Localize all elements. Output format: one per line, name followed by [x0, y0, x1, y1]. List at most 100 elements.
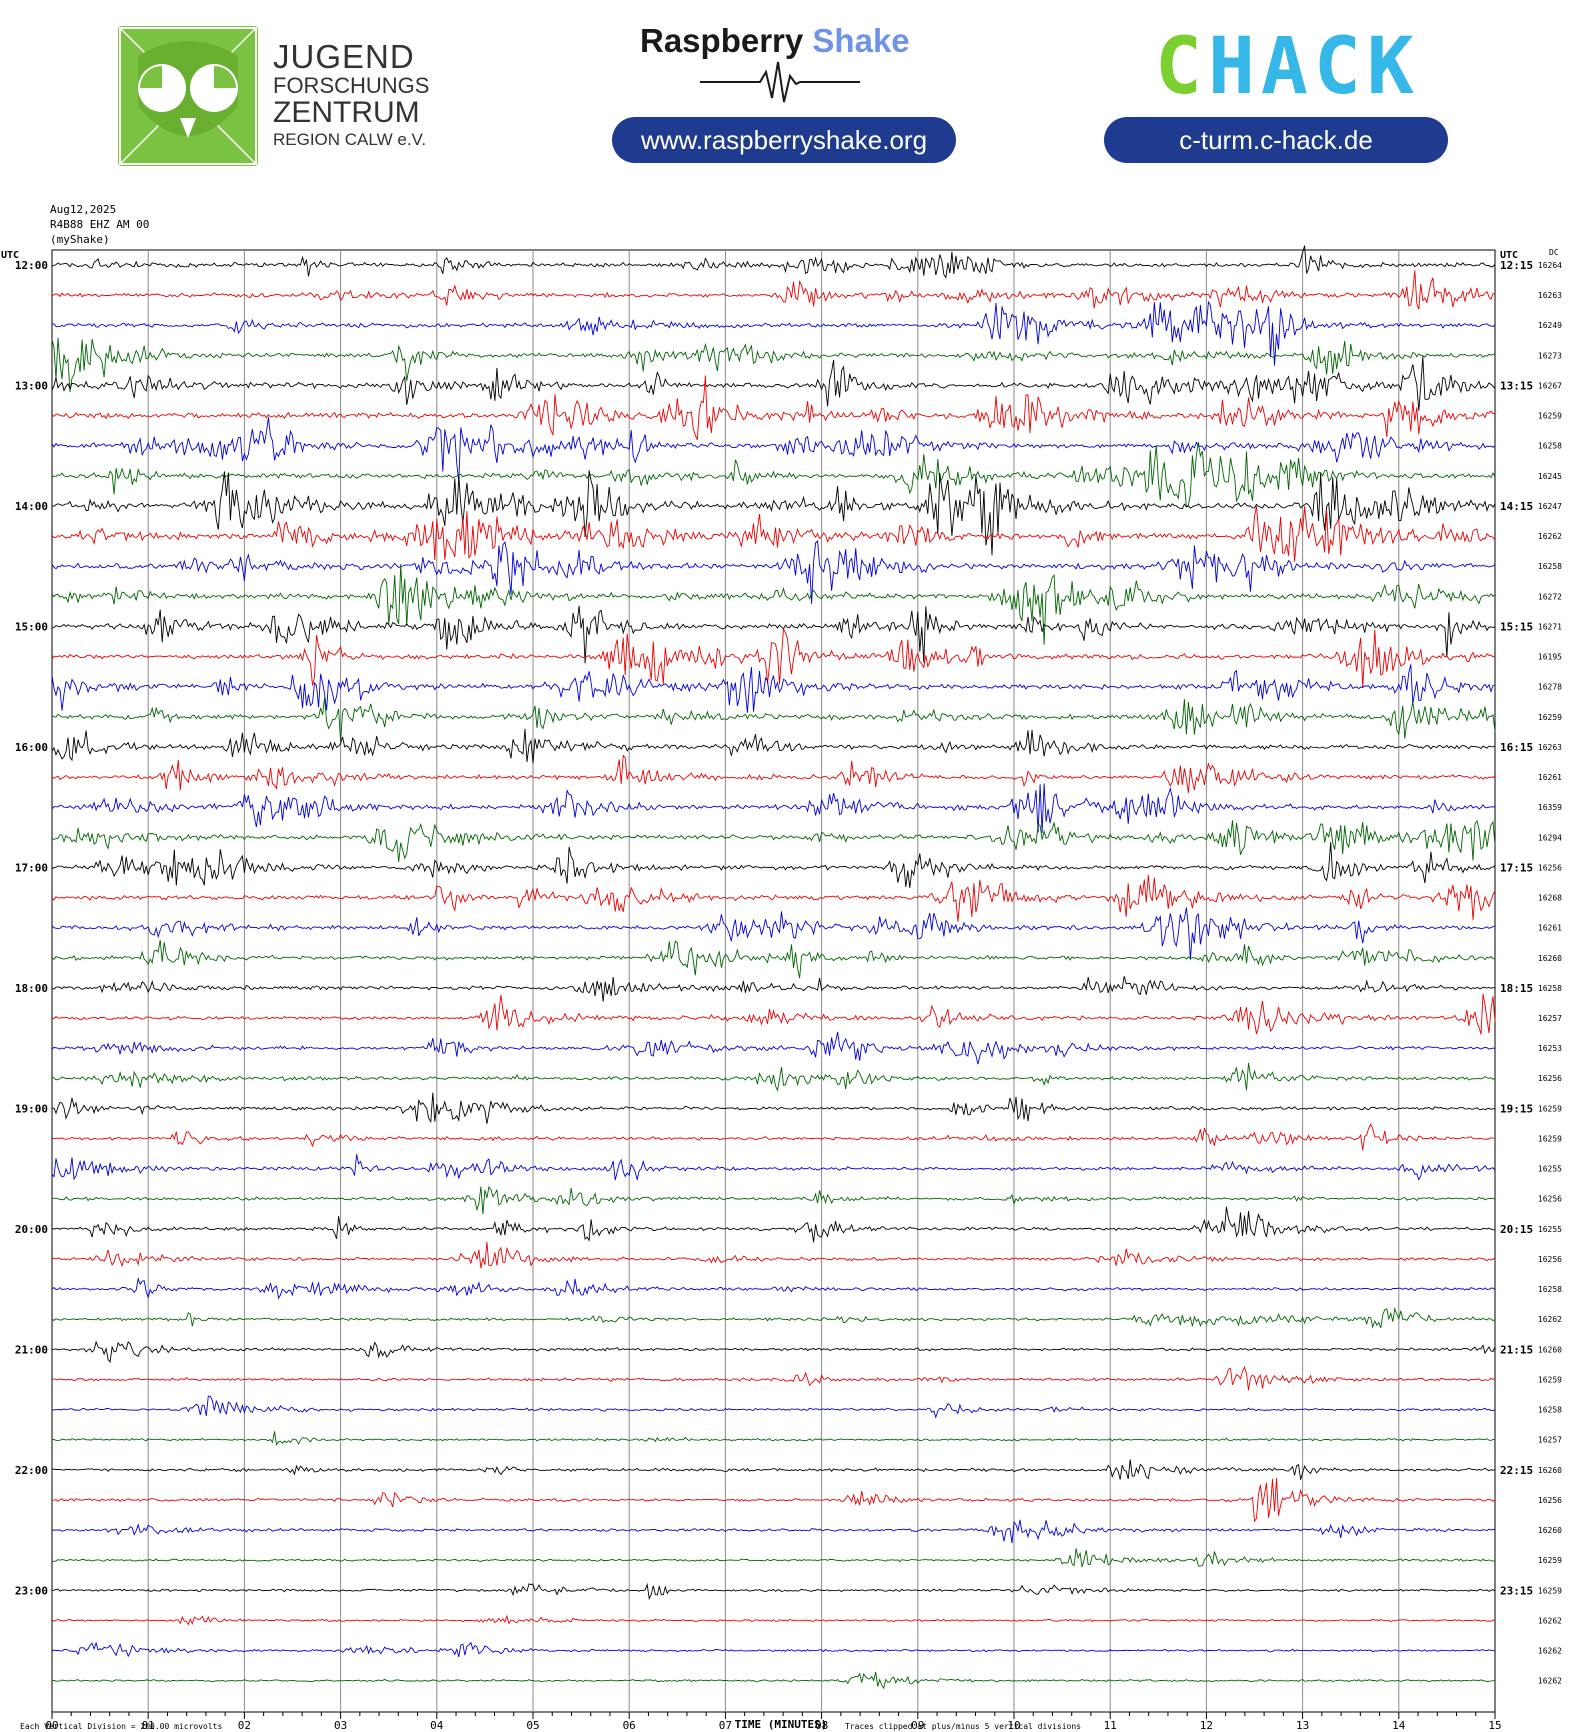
seismic-trace — [51, 1276, 1496, 1300]
grid-layer — [51, 249, 1496, 1719]
x-axis-title: TIME (MINUTES) — [735, 1718, 828, 1731]
x-tick-label: 09 — [911, 1719, 924, 1732]
left-time-label: 20:00 — [15, 1223, 48, 1236]
x-tick-label: 12 — [1200, 1719, 1213, 1732]
right-time-label: 14:15 — [1500, 500, 1533, 513]
trace-layer — [51, 245, 1496, 1690]
right-time-label: 12:15 — [1500, 259, 1533, 272]
seismic-trace — [51, 664, 1496, 713]
seismic-trace — [51, 540, 1496, 604]
seismic-trace — [51, 940, 1496, 979]
seismic-trace — [51, 1431, 1496, 1446]
left-time-label: 14:00 — [15, 500, 48, 513]
seismic-trace — [51, 1241, 1496, 1269]
seismic-trace — [51, 1519, 1496, 1544]
dc-offset-label: 16260 — [1538, 1345, 1562, 1354]
dc-offset-label: 16258 — [1538, 1406, 1562, 1415]
seismic-trace — [51, 627, 1496, 689]
seismic-trace — [51, 605, 1496, 664]
dc-offset-label: 16263 — [1538, 291, 1562, 300]
dc-offset-label: 16260 — [1538, 954, 1562, 963]
seismic-trace — [51, 1062, 1496, 1092]
dc-header-label: DC — [1549, 248, 1559, 257]
seismic-trace — [51, 697, 1496, 742]
seismic-trace — [51, 356, 1496, 411]
dc-offset-label: 16258 — [1538, 1285, 1562, 1294]
dc-offset-label: 16259 — [1538, 1586, 1562, 1595]
x-tick-label: 02 — [238, 1719, 251, 1732]
seismic-trace — [51, 1206, 1496, 1243]
x-tick-label: 08 — [815, 1719, 828, 1732]
seismic-trace — [52, 1478, 1496, 1523]
dc-offset-label: 16256 — [1538, 1496, 1562, 1505]
chack-url-pill[interactable]: c-turm.c-hack.de — [1104, 117, 1448, 163]
dc-offset-label: 16294 — [1538, 833, 1562, 842]
label-layer: 00 01 02 03 04 05 06 07 08 09 10 11 12 13 14 15 16264 12:… — [1, 203, 1562, 1732]
right-utc-label: UTC — [1500, 250, 1518, 261]
x-tick-label: 03 — [334, 1719, 347, 1732]
seismic-trace — [51, 470, 1496, 556]
seismic-trace — [51, 976, 1496, 1002]
left-time-label: 13:00 — [15, 379, 48, 392]
left-time-label: 22:00 — [15, 1464, 48, 1477]
seismic-trace — [51, 1641, 1496, 1658]
right-time-label: 19:15 — [1500, 1102, 1533, 1115]
dc-offset-label: 16253 — [1538, 1044, 1562, 1053]
seismic-trace — [51, 754, 1496, 793]
left-time-label: 23:00 — [15, 1584, 48, 1597]
left-utc-label: UTC — [1, 250, 19, 261]
dc-offset-label: 16255 — [1538, 1165, 1562, 1174]
seismic-trace — [51, 1092, 1496, 1124]
dc-offset-label: 16259 — [1538, 1134, 1562, 1143]
seismic-trace — [51, 1582, 1496, 1601]
dc-offset-label: 16245 — [1538, 472, 1562, 481]
seismic-trace — [51, 1154, 1496, 1181]
dc-offset-label: 16249 — [1538, 321, 1562, 330]
dc-offset-label: 16259 — [1538, 1556, 1562, 1565]
left-time-label: 19:00 — [15, 1102, 48, 1115]
dc-offset-label: 16262 — [1538, 1616, 1562, 1625]
seismic-trace — [51, 1340, 1496, 1363]
owl-logo-icon — [118, 26, 258, 166]
org-line-1: JUGEND — [273, 38, 415, 75]
seismic-trace — [51, 442, 1496, 509]
left-time-label: 17:00 — [15, 861, 48, 874]
dc-offset-label: 16258 — [1538, 442, 1562, 451]
dc-offset-label: 16261 — [1538, 773, 1562, 782]
org-name: JUGEND FORSCHUNGS ZENTRUM REGION CALW e.… — [273, 40, 429, 148]
dc-offset-label: 16278 — [1538, 683, 1562, 692]
x-tick-label: 15 — [1488, 1719, 1501, 1732]
seismic-trace — [51, 1614, 1496, 1626]
dc-offset-label: 16262 — [1538, 532, 1562, 541]
dc-offset-label: 16258 — [1538, 562, 1562, 571]
chack-logo-c: C — [1155, 22, 1208, 112]
raspberry-shake-brand: Raspberry Shake — [640, 22, 910, 60]
dc-offset-label: 16259 — [1538, 412, 1562, 421]
dc-offset-label: 16256 — [1538, 1255, 1562, 1264]
dc-offset-label: 16195 — [1538, 653, 1562, 662]
dc-offset-label: 16359 — [1538, 803, 1562, 812]
seismic-trace — [51, 907, 1496, 960]
seismic-trace — [51, 1459, 1496, 1480]
seismic-trace — [51, 506, 1496, 562]
seismic-trace — [51, 375, 1496, 441]
date-label: Aug12,2025 — [50, 203, 116, 216]
footer-clip-note: Traces clipped at plus/minus 5 vertical … — [845, 1722, 1081, 1731]
seismic-trace — [51, 1307, 1496, 1329]
dc-offset-label: 16262 — [1538, 1315, 1562, 1324]
dc-offset-label: 16267 — [1538, 381, 1562, 390]
right-time-label: 22:15 — [1500, 1464, 1533, 1477]
x-tick-label: 10 — [1007, 1719, 1020, 1732]
x-tick-label: 01 — [142, 1719, 155, 1732]
dc-offset-label: 16256 — [1538, 1195, 1562, 1204]
dc-offset-label: 16260 — [1538, 1466, 1562, 1475]
network-label: (myShake) — [50, 233, 110, 246]
seismic-trace — [51, 563, 1496, 645]
seismic-trace — [51, 1671, 1496, 1690]
dc-offset-label: 16264 — [1538, 261, 1562, 270]
left-time-label: 21:00 — [15, 1343, 48, 1356]
seismic-trace — [51, 1123, 1496, 1151]
seismic-trace — [51, 1031, 1496, 1065]
dc-offset-label: 16257 — [1538, 1436, 1562, 1445]
raspberryshake-url-pill[interactable]: www.raspberryshake.org — [612, 117, 956, 163]
